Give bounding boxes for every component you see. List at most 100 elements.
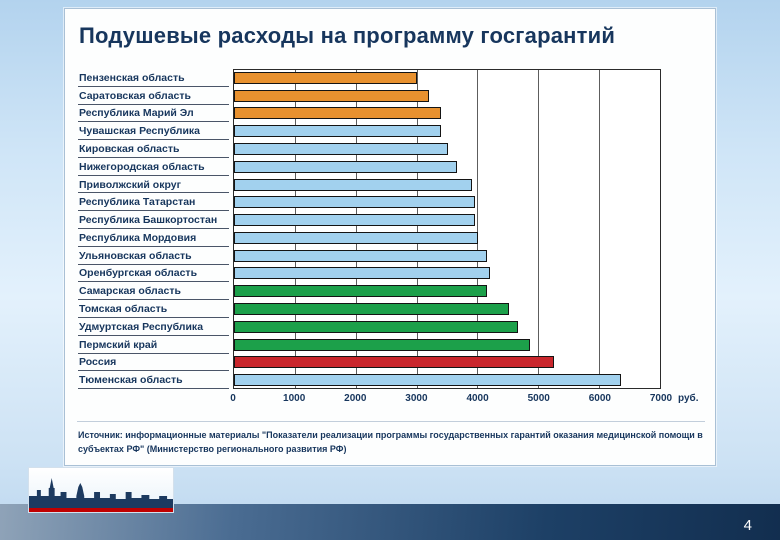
plot-area: [233, 69, 661, 389]
chart-row: Тюменская область: [78, 371, 661, 389]
bar: [234, 338, 530, 351]
gridline: [599, 70, 601, 388]
bar: [234, 231, 478, 244]
chart-row: Чувашская Республика: [78, 122, 661, 140]
bar: [234, 125, 442, 138]
bar-track: [233, 371, 661, 389]
bar-label: Пензенская область: [78, 69, 233, 87]
bar-label: Пермский край: [78, 336, 233, 354]
bar-label: Саратовская область: [78, 87, 233, 105]
chart-row: Нижегородская область: [78, 158, 661, 176]
chart-row: Приволжский округ: [78, 176, 661, 194]
bar: [234, 356, 555, 369]
bar-track: [233, 265, 661, 283]
chart-row: Республика Мордовия: [78, 229, 661, 247]
bar-track: [233, 105, 661, 123]
divider-line: [77, 421, 705, 422]
bar-label: Приволжский округ: [78, 176, 233, 194]
bar-track: [233, 176, 661, 194]
gridline: [416, 70, 418, 388]
bar-label: Кировская область: [78, 140, 233, 158]
bar-track: [233, 140, 661, 158]
content-panel: Подушевые расходы на программу госгарант…: [64, 8, 716, 466]
x-tick-label: 2000: [344, 393, 367, 404]
chart-row: Ульяновская область: [78, 247, 661, 265]
bar: [234, 285, 488, 298]
bar: [234, 214, 475, 227]
bar: [234, 374, 622, 387]
bar-track: [233, 354, 661, 372]
bar-track: [233, 69, 661, 87]
chart-row: Удмуртская Республика: [78, 318, 661, 336]
bar-label: Тюменская область: [78, 371, 233, 389]
bar-label: Чувашская Республика: [78, 122, 233, 140]
x-tick-label: 3000: [405, 393, 428, 404]
bar-track: [233, 336, 661, 354]
bar: [234, 160, 457, 173]
x-tick-label: 0: [230, 393, 236, 404]
chart-row: Самарская область: [78, 282, 661, 300]
bar-label: Ульяновская область: [78, 247, 233, 265]
x-tick-label: 6000: [588, 393, 611, 404]
chart-row: Пермский край: [78, 336, 661, 354]
gridline: [477, 70, 479, 388]
chart-row: Саратовская область: [78, 87, 661, 105]
x-tick-label: 7000: [649, 393, 673, 404]
x-axis-unit: руб.: [678, 393, 699, 404]
gridline: [538, 70, 540, 388]
bar-label: Самарская область: [78, 282, 233, 300]
bar-label: Россия: [78, 354, 233, 372]
chart-row: Кировская область: [78, 140, 661, 158]
chart-row: Россия: [78, 354, 661, 372]
bar-label: Нижегородская область: [78, 158, 233, 176]
bar-label: Республика Башкортостан: [78, 211, 233, 229]
chart-row: Томская область: [78, 300, 661, 318]
bar: [234, 178, 472, 191]
bar-label: Томская область: [78, 300, 233, 318]
bar: [234, 303, 509, 316]
x-tick-label: 5000: [527, 393, 550, 404]
chart-row: Пензенская область: [78, 69, 661, 87]
bar: [234, 196, 475, 209]
bar-chart: Пензенская область Саратовская область Рес…: [78, 69, 710, 409]
bar: [234, 107, 442, 120]
x-tick-label: 1000: [283, 393, 306, 404]
x-tick-label: 4000: [466, 393, 489, 404]
bar: [234, 249, 488, 262]
bar-label: Республика Марий Эл: [78, 105, 233, 123]
bar: [234, 320, 518, 333]
bar-track: [233, 193, 661, 211]
bar: [234, 143, 448, 156]
source-text: Источник: информационные материалы "Пока…: [78, 430, 703, 454]
city-silhouette-icon: [29, 478, 173, 508]
gridline: [294, 70, 296, 388]
bar: [234, 89, 430, 102]
bar-track: [233, 282, 661, 300]
chart-row: Республика Марий Эл: [78, 105, 661, 123]
page-number: 4: [743, 517, 752, 534]
bar-label: Республика Мордовия: [78, 229, 233, 247]
chart-row: Оренбургская область: [78, 265, 661, 283]
bar-track: [233, 158, 661, 176]
bar-track: [233, 247, 661, 265]
red-stripe: [29, 508, 173, 512]
bar-track: [233, 122, 661, 140]
chart-rows: Пензенская область Саратовская область Рес…: [78, 69, 661, 389]
city-silhouette-image: [28, 467, 174, 513]
bar-label: Оренбургская область: [78, 265, 233, 283]
bar-track: [233, 211, 661, 229]
bar-track: [233, 87, 661, 105]
bar-label: Республика Татарстан: [78, 193, 233, 212]
bar-track: [233, 318, 661, 336]
chart-row: Республика Башкортостан: [78, 211, 661, 229]
bar-track: [233, 229, 661, 247]
gridline: [355, 70, 357, 388]
x-axis: руб. 0 1000 2000 3000 4000 5000 6000 7000: [230, 391, 698, 407]
chart-row: Республика Татарстан: [78, 193, 661, 212]
bar: [234, 267, 491, 280]
bar-track: [233, 300, 661, 318]
bar-label: Удмуртская Республика: [78, 318, 233, 336]
bar: [234, 71, 417, 84]
slide-title: Подушевые расходы на программу госгарант…: [79, 23, 616, 48]
